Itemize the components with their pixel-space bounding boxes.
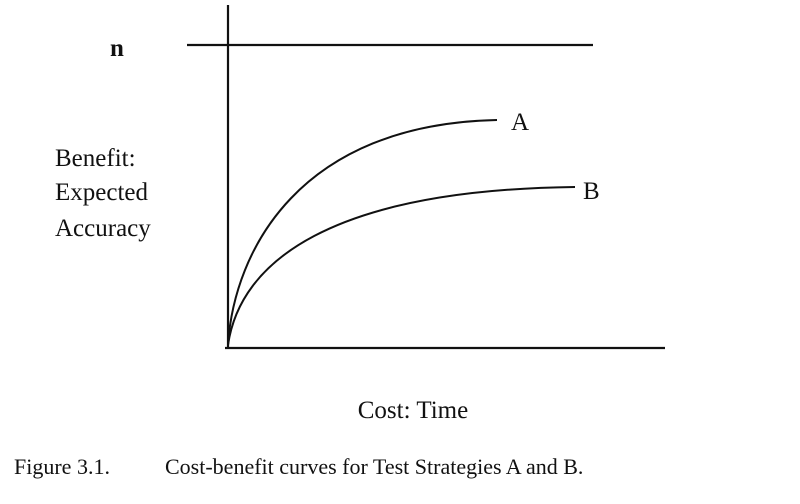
curve-a xyxy=(227,119,498,346)
caption-text: Cost-benefit curves for Test Strategies … xyxy=(165,454,583,479)
curve-label: A xyxy=(511,109,529,136)
curve-label: B xyxy=(583,178,600,205)
caption-number: Figure 3.1. xyxy=(14,454,110,479)
limit-label: n xyxy=(110,35,124,62)
curve-b xyxy=(227,186,576,346)
x-label: Cost: Time xyxy=(358,397,468,424)
y-label: Accuracy xyxy=(55,215,151,242)
y-label: Expected xyxy=(55,179,149,206)
y-label: Benefit: xyxy=(55,145,136,172)
